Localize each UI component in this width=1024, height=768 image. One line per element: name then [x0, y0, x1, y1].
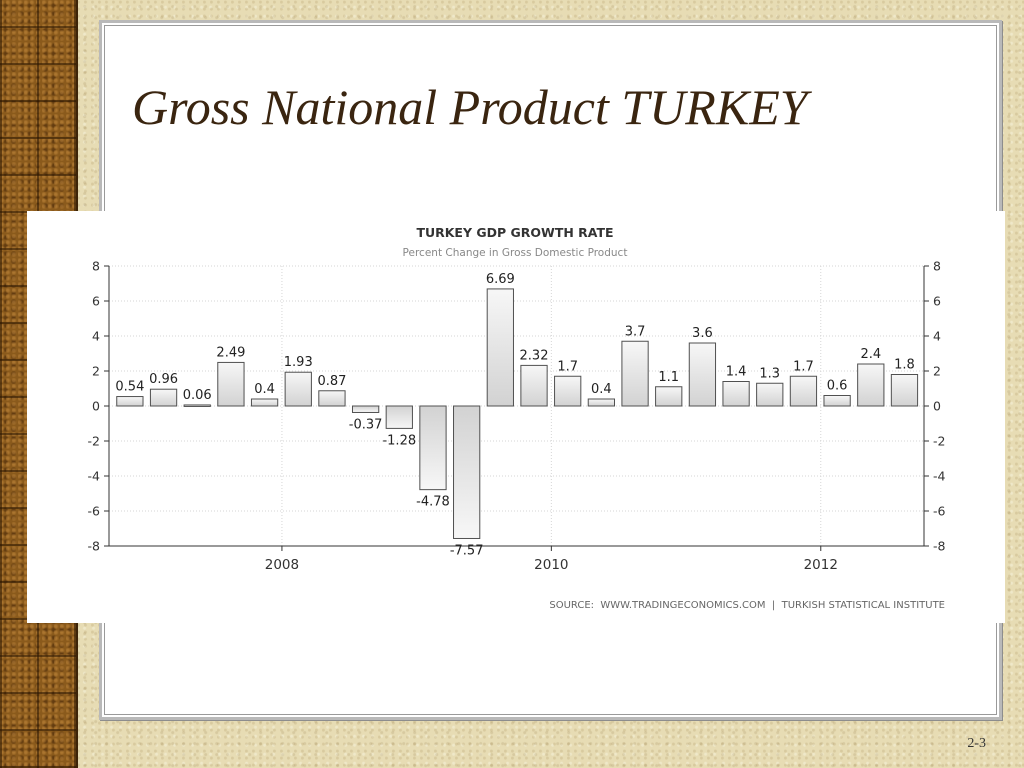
- bar-5: [284, 371, 312, 407]
- bar-label-23: 1.8: [894, 358, 915, 373]
- bar-23: [890, 374, 919, 407]
- y-tick-label-right: 6: [933, 294, 941, 309]
- x-tick-label: 2012: [804, 557, 838, 573]
- y-tick-label-left: 8: [92, 259, 100, 274]
- bar-label-2: 0.06: [183, 388, 212, 403]
- bar-label-3: 2.49: [216, 345, 245, 360]
- y-tick-label-right: -6: [933, 504, 946, 519]
- y-tick-label-left: 6: [92, 294, 100, 309]
- bar-label-12: 2.32: [520, 348, 549, 363]
- bar-label-14: 0.4: [591, 382, 612, 397]
- bar-3: [217, 361, 245, 407]
- y-tick-label-left: 2: [92, 364, 100, 379]
- bar-label-5: 1.93: [284, 355, 313, 370]
- page-number: 2-3: [967, 736, 986, 751]
- bar-15: [621, 340, 649, 407]
- bar-label-7: -0.37: [349, 417, 383, 432]
- bar-16: [655, 386, 683, 407]
- bar-label-0: 0.54: [115, 380, 144, 395]
- bar-label-8: -1.28: [382, 433, 416, 448]
- y-tick-label-left: -8: [88, 539, 101, 554]
- bar-label-21: 0.6: [827, 379, 848, 394]
- bar-19: [756, 382, 784, 407]
- bar-label-19: 1.3: [759, 366, 780, 381]
- y-tick-label-right: 0: [933, 399, 941, 414]
- y-tick-label-right: -4: [933, 469, 946, 484]
- bar-label-15: 3.7: [625, 324, 646, 339]
- bar-label-16: 1.1: [658, 370, 679, 385]
- bar-label-1: 0.96: [149, 372, 178, 387]
- y-tick-label-left: -2: [88, 434, 100, 449]
- bar-label-9: -4.78: [416, 495, 450, 510]
- y-tick-label-right: 4: [933, 329, 941, 344]
- bar-8: [385, 405, 413, 429]
- bar-13: [554, 375, 582, 407]
- y-tick-label-right: -2: [933, 434, 945, 449]
- bar-label-4: 0.4: [254, 382, 275, 397]
- y-tick-label-left: -6: [88, 504, 101, 519]
- bar-label-20: 1.7: [793, 359, 814, 374]
- bar-7: [351, 405, 380, 413]
- bar-label-11: 6.69: [486, 272, 515, 287]
- chart-subtitle: Percent Change in Gross Domestic Product: [403, 247, 628, 259]
- chart-title: TURKEY GDP GROWTH RATE: [416, 225, 613, 240]
- bar-12: [520, 364, 548, 407]
- y-tick-label-left: 4: [92, 329, 100, 344]
- bar-6: [318, 390, 346, 407]
- bar-14: [587, 398, 616, 407]
- bar-17: [688, 342, 717, 407]
- chart-source: SOURCE: WWW.TRADINGECONOMICS.COM | TURKI…: [549, 600, 945, 611]
- y-tick-label-left: 0: [92, 399, 100, 414]
- bar-20: [789, 375, 818, 407]
- y-tick-label-left: -4: [88, 469, 101, 484]
- bar-11: [486, 288, 514, 407]
- bar-1: [149, 388, 178, 407]
- bar-10: [453, 405, 481, 539]
- gdp-growth-chart: 8 8 6 6 4 4 2 2 0 0 -2 -2 -4 -4 -6 -6 -8 -8 2008 2010 2012 0.…: [88, 225, 946, 611]
- bar-label-17: 3.6: [692, 326, 713, 341]
- bar-label-13: 1.7: [557, 359, 578, 374]
- bar-label-18: 1.4: [726, 365, 747, 380]
- bar-label-22: 2.4: [860, 347, 881, 362]
- bar-22: [857, 363, 885, 407]
- y-tick-label-right: 2: [933, 364, 941, 379]
- bar-4: [250, 398, 279, 407]
- x-tick-label: 2010: [534, 557, 568, 573]
- slide-title: Gross National Product TURKEY: [132, 79, 808, 135]
- chart-panel: 8 8 6 6 4 4 2 2 0 0 -2 -2 -4 -4 -6 -6 -8 -8 2008 2010 2012 0.…: [27, 211, 1005, 623]
- bar-2: [183, 404, 211, 407]
- bar-9: [419, 405, 447, 491]
- bar-21: [823, 395, 851, 407]
- y-tick-label-right: 8: [933, 259, 941, 274]
- bar-0: [116, 396, 144, 407]
- y-tick-label-right: -8: [933, 539, 946, 554]
- bar-label-10: -7.57: [450, 543, 484, 558]
- bar-label-6: 0.87: [317, 374, 346, 389]
- bar-18: [722, 381, 750, 407]
- x-tick-label: 2008: [265, 557, 299, 573]
